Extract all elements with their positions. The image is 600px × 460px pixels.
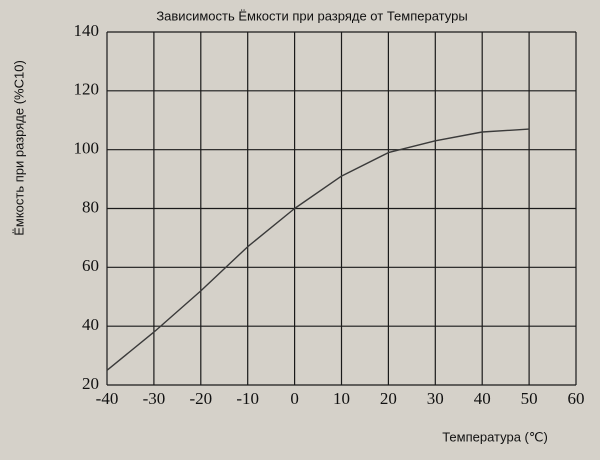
- y-tick-label: 60: [82, 256, 99, 275]
- x-tick-label: -40: [96, 389, 119, 408]
- x-tick-label: 40: [474, 389, 491, 408]
- y-tick-label: 100: [74, 139, 100, 158]
- x-tick-label: 30: [427, 389, 444, 408]
- y-tick-label: 20: [82, 374, 99, 393]
- chart-title: Зависимость Ёмкости при разряде от Темпе…: [156, 8, 467, 23]
- x-tick-label: -10: [236, 389, 259, 408]
- x-tick-label: 60: [568, 389, 585, 408]
- x-tick-label: -20: [189, 389, 212, 408]
- y-tick-label: 140: [74, 21, 100, 40]
- x-tick-label: -30: [143, 389, 166, 408]
- data-line: [106, 128, 530, 371]
- x-tick-label: 20: [380, 389, 397, 408]
- x-tick-label: 10: [333, 389, 350, 408]
- x-axis-label: Температура (℃): [442, 429, 548, 444]
- x-tick-label: 0: [290, 389, 299, 408]
- x-tick-label: 50: [521, 389, 538, 408]
- y-axis-label: Ёмкость при разряде (%C10): [11, 60, 26, 236]
- y-tick-label: 80: [82, 197, 99, 216]
- y-tick-label: 120: [74, 80, 100, 99]
- y-tick-label: 40: [82, 315, 99, 334]
